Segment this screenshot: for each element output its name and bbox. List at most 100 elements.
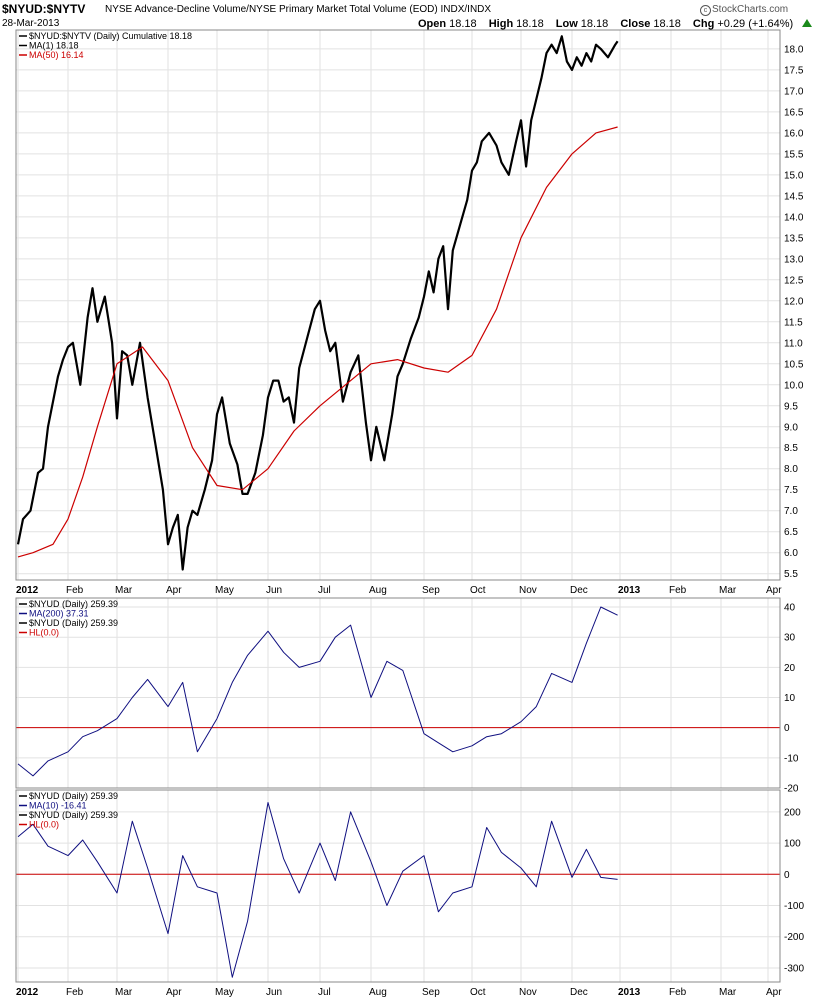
x-tick-label: 2012 xyxy=(16,585,39,596)
up-arrow-icon xyxy=(802,19,812,27)
copyright-icon: c xyxy=(700,5,711,16)
y-tick-label: 9.5 xyxy=(784,401,798,412)
series-line-1-0 xyxy=(17,606,618,777)
y-tick-label: 16.0 xyxy=(784,128,804,139)
y-tick-label: 8.0 xyxy=(784,464,798,475)
x-tick-label: Mar xyxy=(115,585,133,596)
y-tick-label: 12.5 xyxy=(784,275,804,286)
y-tick-label: 14.5 xyxy=(784,191,804,202)
y-tick-label: 30 xyxy=(784,633,796,644)
x-tick-label: 2012 xyxy=(16,987,39,998)
legend-entry: HL(0.0) xyxy=(29,628,59,638)
x-tick-label: Oct xyxy=(470,987,486,998)
x-tick-label: May xyxy=(215,585,234,596)
y-tick-label: 8.5 xyxy=(784,443,798,454)
series-line-2-0 xyxy=(17,802,618,978)
x-tick-label: Jun xyxy=(266,585,282,596)
y-tick-label: -10 xyxy=(784,753,799,764)
x-tick-label: Nov xyxy=(519,987,537,998)
y-tick-label: 10.5 xyxy=(784,359,804,370)
y-tick-label: 100 xyxy=(784,839,801,850)
panel-frame xyxy=(15,789,781,983)
x-tick-label: Feb xyxy=(66,585,84,596)
y-tick-label: 12.0 xyxy=(784,296,804,307)
x-tick-label: Sep xyxy=(422,987,440,998)
y-tick-label: 10 xyxy=(784,693,796,704)
legend-entry: MA(1) 18.18 xyxy=(29,41,79,51)
x-tick-label: Jul xyxy=(318,585,331,596)
legend-entry: MA(10) -16.41 xyxy=(29,801,87,811)
legend-entry: $NYUD:$NYTV (Daily) Cumulative 18.18 xyxy=(29,31,192,41)
x-tick-label: Mar xyxy=(719,585,737,596)
y-tick-label: 40 xyxy=(784,603,796,614)
y-tick-label: 16.5 xyxy=(784,107,804,118)
y-tick-label: 17.5 xyxy=(784,65,804,76)
x-tick-label: Aug xyxy=(369,987,387,998)
change-value: +0.29 (+1.64%) xyxy=(717,18,794,30)
x-tick-label: May xyxy=(215,987,234,998)
x-tick-label: Jul xyxy=(318,987,331,998)
x-tick-label: 2013 xyxy=(618,987,641,998)
high-value: 18.18 xyxy=(516,18,544,30)
y-tick-label: 9.0 xyxy=(784,422,798,433)
y-tick-label: 13.5 xyxy=(784,233,804,244)
y-tick-label: -200 xyxy=(784,932,804,943)
x-tick-label: Feb xyxy=(66,987,84,998)
y-tick-label: 15.5 xyxy=(784,149,804,160)
low-value: 18.18 xyxy=(580,18,609,30)
y-tick-label: 5.5 xyxy=(784,569,798,580)
y-tick-label: 200 xyxy=(784,807,801,818)
legend-entry: MA(200) 37.31 xyxy=(29,609,89,619)
low-label: Low xyxy=(555,18,578,30)
high-label: High xyxy=(488,18,514,30)
x-tick-label: Feb xyxy=(669,987,687,998)
x-tick-label: Apr xyxy=(166,585,182,596)
close-value: 18.18 xyxy=(653,18,681,30)
change-label: Chg xyxy=(692,18,715,30)
x-tick-label: Mar xyxy=(719,987,737,998)
y-tick-label: 6.5 xyxy=(784,527,798,538)
x-tick-label: Apr xyxy=(766,585,782,596)
y-tick-label: 0 xyxy=(784,723,790,734)
y-tick-label: 10.0 xyxy=(784,380,804,391)
x-tick-label: Nov xyxy=(519,585,537,596)
x-tick-label: Mar xyxy=(115,987,133,998)
y-tick-label: 7.0 xyxy=(784,506,798,517)
y-tick-label: 14.0 xyxy=(784,212,804,223)
y-tick-label: 11.5 xyxy=(784,317,803,328)
chart-symbol: $NYUD:$NYTV xyxy=(2,2,86,16)
legend-entry: $NYUD (Daily) 259.39 xyxy=(29,618,118,628)
legend-entry: HL(0.0) xyxy=(29,820,59,830)
legend-entry: $NYUD (Daily) 259.39 xyxy=(29,599,118,609)
y-tick-label: 6.0 xyxy=(784,548,798,559)
x-tick-label: Dec xyxy=(570,987,588,998)
close-label: Close xyxy=(620,18,651,30)
panel-frame xyxy=(15,597,781,789)
y-tick-label: 0 xyxy=(784,870,790,881)
legend-entry: $NYUD (Daily) 259.39 xyxy=(29,791,118,801)
open-value: 18.18 xyxy=(449,18,477,30)
y-tick-label: 11.0 xyxy=(784,338,803,349)
y-tick-label: 17.0 xyxy=(784,86,804,97)
x-tick-label: Jun xyxy=(266,987,282,998)
y-tick-label: -20 xyxy=(784,784,799,795)
x-tick-label: Sep xyxy=(422,585,440,596)
y-tick-label: -300 xyxy=(784,963,804,974)
y-tick-label: -100 xyxy=(784,901,804,912)
x-tick-label: Dec xyxy=(570,585,588,596)
series-line-0-1 xyxy=(17,126,618,558)
x-tick-label: Apr xyxy=(766,987,782,998)
x-tick-label: Aug xyxy=(369,585,387,596)
y-tick-label: 20 xyxy=(784,663,796,674)
y-tick-label: 15.0 xyxy=(784,170,804,181)
x-tick-label: Feb xyxy=(669,585,687,596)
series-line-0-0 xyxy=(16,35,619,571)
y-tick-label: 13.0 xyxy=(784,254,804,265)
ohlc-readout: Open 18.18 High 18.18 Low 18.18 Close 18.18 … xyxy=(418,18,793,30)
open-label: Open xyxy=(418,18,447,30)
stockcharts-logo[interactable]: c StockCharts.com xyxy=(700,4,788,16)
logo-text: StockCharts.com xyxy=(712,4,789,15)
x-tick-label: 2013 xyxy=(618,585,641,596)
x-tick-label: Oct xyxy=(470,585,486,596)
